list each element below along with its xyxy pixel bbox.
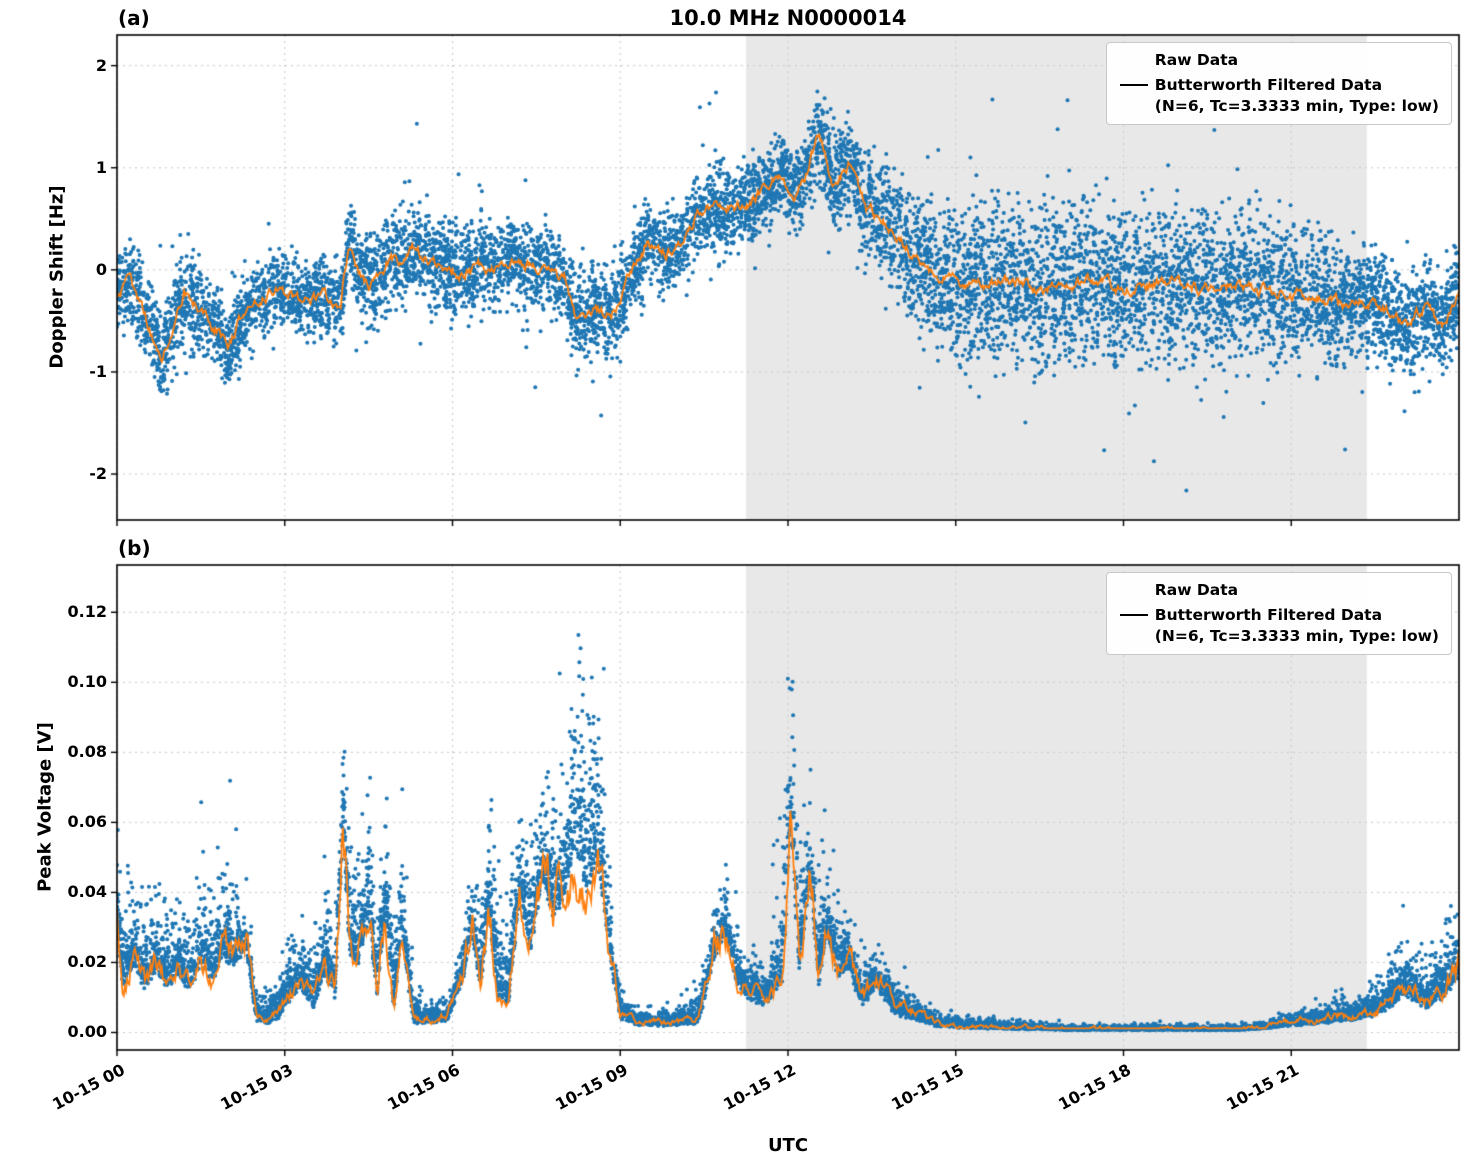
y-tick-label: 0.04 (67, 882, 107, 902)
legend-panel-b: Raw Data Butterworth Filtered Data (N=6,… (1105, 572, 1452, 655)
filtered-data-label: Butterworth Filtered Data (N=6, Tc=3.333… (1151, 75, 1439, 117)
filtered-line-marker (1117, 605, 1151, 616)
legend-item-filtered-data: Butterworth Filtered Data (N=6, Tc=3.333… (1117, 605, 1439, 647)
raw-data-dot-marker (1117, 50, 1151, 65)
y-tick-label: -1 (89, 361, 107, 381)
legend-item-raw-data: Raw Data (1117, 50, 1439, 71)
filtered-label-line1: Butterworth Filtered Data (1154, 605, 1383, 624)
panel-b-label: (b) (118, 536, 151, 560)
x-axis-label-utc: UTC (767, 1135, 809, 1156)
legend-item-filtered-data: Butterworth Filtered Data (N=6, Tc=3.333… (1117, 75, 1439, 117)
panel-a-label: (a) (118, 6, 150, 30)
filtered-data-label: Butterworth Filtered Data (N=6, Tc=3.333… (1151, 605, 1439, 647)
y-tick-label: -2 (89, 464, 107, 484)
y-tick-label: 0.08 (67, 742, 107, 762)
filtered-label-line1: Butterworth Filtered Data (1154, 75, 1383, 94)
filtered-label-line2: (N=6, Tc=3.3333 min, Type: low) (1154, 626, 1439, 645)
raw-data-label: Raw Data (1154, 581, 1239, 599)
y-tick-label: 0 (95, 259, 107, 279)
raw-data-label: Raw Data (1154, 51, 1239, 69)
y-tick-label: 0.12 (67, 602, 107, 622)
y-tick-label: 0.00 (67, 1022, 107, 1042)
legend-item-raw-data: Raw Data (1117, 580, 1439, 601)
legend-panel-a: Raw Data Butterworth Filtered Data (N=6,… (1105, 42, 1452, 125)
y-tick-label: 0.02 (67, 952, 107, 972)
y-tick-label: 1 (95, 157, 107, 177)
y-tick-label: 0.06 (67, 812, 107, 832)
chart-title: 10.0 MHz N0000014 (669, 6, 907, 30)
raw-data-dot-marker (1117, 580, 1151, 595)
filtered-label-line2: (N=6, Tc=3.3333 min, Type: low) (1154, 96, 1439, 115)
y-tick-label: 2 (95, 55, 107, 75)
y-tick-label: 0.10 (67, 672, 107, 692)
filtered-line-marker (1117, 75, 1151, 86)
